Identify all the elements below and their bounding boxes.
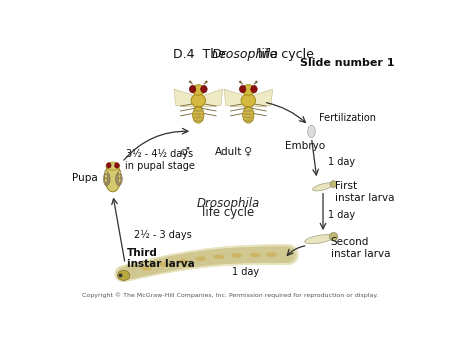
Ellipse shape [191,94,206,107]
Ellipse shape [241,94,256,107]
Polygon shape [198,89,223,107]
Text: 2½ - 3 days: 2½ - 3 days [135,230,192,240]
Text: ♀: ♀ [244,147,252,157]
Ellipse shape [308,125,315,138]
Ellipse shape [250,252,261,257]
Text: 1 day: 1 day [328,157,356,167]
Ellipse shape [189,81,191,83]
Ellipse shape [141,266,152,271]
Ellipse shape [239,86,246,93]
Ellipse shape [193,116,203,118]
Ellipse shape [243,107,254,123]
Ellipse shape [114,163,119,168]
Ellipse shape [329,233,338,241]
Text: life cycle: life cycle [202,206,254,219]
Ellipse shape [313,183,333,191]
Ellipse shape [266,252,277,257]
Ellipse shape [119,273,122,277]
Ellipse shape [193,113,203,115]
Text: 1 day: 1 day [328,210,356,220]
Ellipse shape [105,163,121,192]
Ellipse shape [189,86,196,93]
Ellipse shape [305,235,333,244]
Ellipse shape [117,270,130,281]
Text: Pupa: Pupa [72,173,98,183]
Ellipse shape [242,85,255,95]
Ellipse shape [231,253,242,258]
Ellipse shape [330,181,337,188]
Text: D.4  The: D.4 The [173,48,230,61]
Ellipse shape [105,170,108,174]
Ellipse shape [116,172,122,186]
Ellipse shape [159,262,170,267]
Text: ♂: ♂ [180,147,189,157]
Text: Slide number 1: Slide number 1 [300,57,395,68]
Polygon shape [248,89,273,107]
Text: Third
instar larva: Third instar larva [127,248,194,269]
Ellipse shape [106,163,111,168]
Polygon shape [174,89,198,107]
Ellipse shape [177,259,188,264]
Text: Embryo: Embryo [285,141,325,151]
Text: Fertilization: Fertilization [319,113,376,123]
Ellipse shape [193,110,203,112]
Polygon shape [224,89,248,107]
Ellipse shape [105,178,108,183]
Text: Adult: Adult [215,147,243,157]
Text: 1 day: 1 day [233,267,260,276]
Ellipse shape [118,174,121,178]
Text: 3½ - 4½ days
in pupal stage: 3½ - 4½ days in pupal stage [125,149,195,171]
Text: life cycle: life cycle [254,48,314,61]
Text: Drosophila: Drosophila [197,197,260,210]
Ellipse shape [243,110,254,112]
Text: Copyright © The McGraw-Hill Companies, Inc. Permission required for reproduction: Copyright © The McGraw-Hill Companies, I… [82,292,379,298]
Text: Second
instar larva: Second instar larva [331,237,390,259]
Ellipse shape [118,170,121,174]
Ellipse shape [213,255,224,259]
Ellipse shape [193,120,203,122]
Ellipse shape [193,107,204,123]
Ellipse shape [205,81,207,83]
Ellipse shape [239,81,242,83]
Ellipse shape [104,172,110,186]
Ellipse shape [118,178,121,183]
Ellipse shape [251,86,257,93]
Ellipse shape [243,120,254,122]
Ellipse shape [243,116,254,118]
Text: Drosophila: Drosophila [212,48,278,61]
Ellipse shape [195,256,206,261]
Ellipse shape [243,113,254,115]
Text: First
instar larva: First instar larva [334,182,394,203]
Ellipse shape [192,85,205,95]
Ellipse shape [105,174,108,178]
Ellipse shape [201,86,207,93]
Ellipse shape [255,81,258,83]
Ellipse shape [106,162,120,170]
